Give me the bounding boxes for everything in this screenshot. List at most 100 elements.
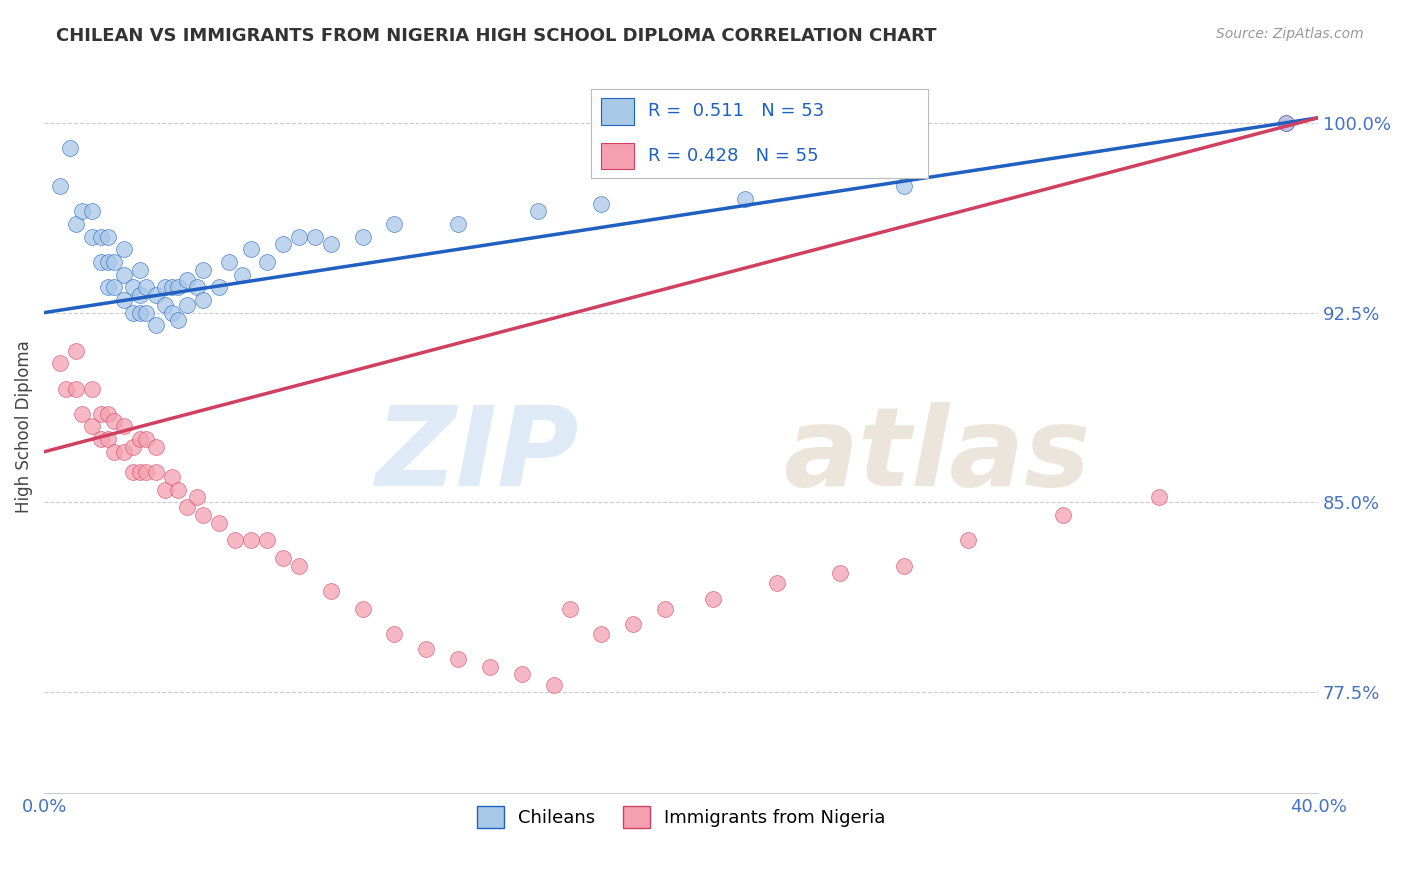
Point bbox=[145, 465, 167, 479]
Point bbox=[145, 440, 167, 454]
Point bbox=[90, 432, 112, 446]
Point bbox=[415, 642, 437, 657]
Point bbox=[49, 179, 72, 194]
Point bbox=[49, 356, 72, 370]
Point bbox=[122, 305, 145, 319]
Point bbox=[479, 660, 502, 674]
Point bbox=[65, 217, 87, 231]
Point bbox=[97, 255, 120, 269]
Point bbox=[256, 255, 278, 269]
Point bbox=[128, 305, 150, 319]
Point bbox=[319, 237, 342, 252]
Point bbox=[893, 558, 915, 573]
Text: atlas: atlas bbox=[783, 402, 1091, 509]
Point bbox=[97, 432, 120, 446]
Point bbox=[304, 229, 326, 244]
Point bbox=[97, 407, 120, 421]
Point bbox=[80, 229, 103, 244]
Point bbox=[153, 280, 176, 294]
Point bbox=[271, 237, 294, 252]
Point bbox=[319, 583, 342, 598]
Bar bbox=[600, 98, 634, 125]
Point bbox=[80, 419, 103, 434]
Point bbox=[1147, 491, 1170, 505]
Point bbox=[193, 508, 215, 522]
Point bbox=[97, 280, 120, 294]
Point bbox=[1275, 116, 1298, 130]
Point bbox=[734, 192, 756, 206]
Point bbox=[654, 601, 676, 615]
Point bbox=[112, 419, 135, 434]
Point bbox=[80, 204, 103, 219]
Point bbox=[186, 491, 208, 505]
Text: R = 0.428   N = 55: R = 0.428 N = 55 bbox=[648, 147, 818, 165]
Point bbox=[65, 343, 87, 358]
Text: CHILEAN VS IMMIGRANTS FROM NIGERIA HIGH SCHOOL DIPLOMA CORRELATION CHART: CHILEAN VS IMMIGRANTS FROM NIGERIA HIGH … bbox=[56, 27, 936, 45]
Point bbox=[271, 551, 294, 566]
Point bbox=[176, 500, 198, 515]
Point bbox=[224, 533, 246, 548]
Point bbox=[122, 280, 145, 294]
Point bbox=[90, 229, 112, 244]
Point bbox=[956, 533, 979, 548]
Point bbox=[128, 262, 150, 277]
Point bbox=[830, 566, 852, 581]
Point bbox=[122, 440, 145, 454]
Point bbox=[193, 293, 215, 307]
Point bbox=[160, 470, 183, 484]
Point bbox=[543, 677, 565, 691]
Point bbox=[58, 141, 80, 155]
Point bbox=[208, 280, 231, 294]
Point bbox=[167, 280, 190, 294]
Point bbox=[352, 229, 374, 244]
Point bbox=[145, 318, 167, 333]
Point bbox=[135, 305, 157, 319]
Point bbox=[128, 288, 150, 302]
Point bbox=[135, 432, 157, 446]
Point bbox=[112, 293, 135, 307]
Point bbox=[128, 432, 150, 446]
Point bbox=[256, 533, 278, 548]
Point bbox=[186, 280, 208, 294]
Point bbox=[90, 255, 112, 269]
Point bbox=[167, 313, 190, 327]
Point bbox=[112, 444, 135, 458]
Point bbox=[193, 262, 215, 277]
Text: ZIP: ZIP bbox=[375, 402, 579, 509]
Point bbox=[55, 382, 77, 396]
Point bbox=[591, 196, 613, 211]
Point bbox=[103, 414, 125, 428]
Point bbox=[103, 280, 125, 294]
Point bbox=[893, 179, 915, 194]
Point bbox=[176, 298, 198, 312]
Legend: Chileans, Immigrants from Nigeria: Chileans, Immigrants from Nigeria bbox=[470, 799, 893, 836]
Point bbox=[240, 533, 263, 548]
Point bbox=[288, 558, 311, 573]
Point bbox=[112, 268, 135, 282]
Point bbox=[591, 627, 613, 641]
Point bbox=[112, 243, 135, 257]
Point bbox=[447, 217, 470, 231]
Point bbox=[176, 273, 198, 287]
Point bbox=[103, 255, 125, 269]
Point bbox=[97, 229, 120, 244]
Point bbox=[135, 465, 157, 479]
Point bbox=[1052, 508, 1074, 522]
Point bbox=[231, 268, 253, 282]
Point bbox=[65, 382, 87, 396]
Point bbox=[1275, 116, 1298, 130]
Point bbox=[352, 601, 374, 615]
Point bbox=[288, 229, 311, 244]
Point bbox=[384, 217, 406, 231]
Point bbox=[128, 465, 150, 479]
Point bbox=[153, 483, 176, 497]
Point bbox=[384, 627, 406, 641]
Point bbox=[160, 305, 183, 319]
Point bbox=[240, 243, 263, 257]
Point bbox=[160, 280, 183, 294]
Point bbox=[80, 382, 103, 396]
Point bbox=[765, 576, 787, 591]
Point bbox=[122, 465, 145, 479]
Point bbox=[702, 591, 724, 606]
Point bbox=[167, 483, 190, 497]
